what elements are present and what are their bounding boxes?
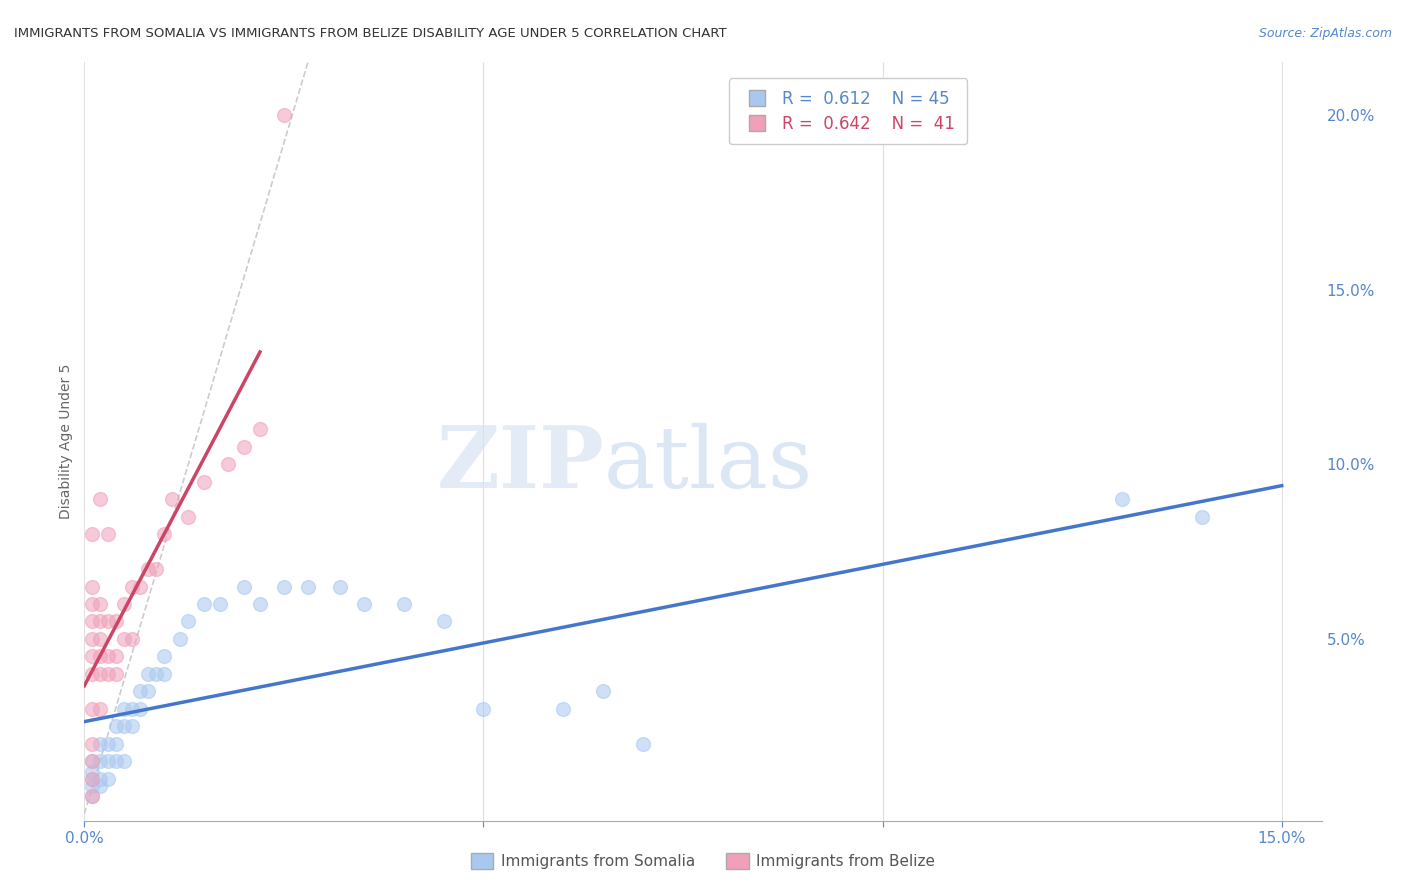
Point [89,649,111,664]
Point [112,719,135,733]
Point [121,580,143,594]
Point [89,632,111,646]
Point [82,737,104,751]
Text: Source: ZipAtlas.com: Source: ZipAtlas.com [1258,27,1392,40]
Point [217,457,239,471]
Point [82,772,104,786]
Point [112,754,135,768]
Point [177,509,200,524]
Point [82,789,104,804]
Point [273,108,295,122]
Point [329,580,352,594]
Text: ZIP: ZIP [436,422,605,507]
Point [97,527,120,541]
Point [82,580,104,594]
Point [97,737,120,751]
Legend: R =  0.612    N = 45, R =  0.642    N =  41: R = 0.612 N = 45, R = 0.642 N = 41 [728,78,967,145]
Point [592,684,614,698]
Point [105,719,128,733]
Point [121,702,143,716]
Point [97,615,120,629]
Point [432,615,454,629]
Point [105,737,128,751]
Point [209,597,232,611]
Point [97,649,120,664]
Point [97,666,120,681]
Point [136,562,159,576]
Point [97,754,120,768]
Point [82,527,104,541]
Point [153,649,176,664]
Legend: Immigrants from Somalia, Immigrants from Belize: Immigrants from Somalia, Immigrants from… [464,847,942,875]
Point [89,754,111,768]
Point [193,475,215,489]
Point [82,789,104,804]
Point [105,649,128,664]
Point [112,632,135,646]
Point [273,580,295,594]
Point [97,772,120,786]
Point [392,597,415,611]
Point [160,492,183,507]
Point [89,666,111,681]
Point [177,615,200,629]
Point [82,772,104,786]
Point [82,754,104,768]
Point [82,615,104,629]
Point [145,562,167,576]
Text: IMMIGRANTS FROM SOMALIA VS IMMIGRANTS FROM BELIZE DISABILITY AGE UNDER 5 CORRELA: IMMIGRANTS FROM SOMALIA VS IMMIGRANTS FR… [14,27,727,40]
Point [82,779,104,793]
Point [82,597,104,611]
Point [112,702,135,716]
Point [136,684,159,698]
Y-axis label: Disability Age Under 5: Disability Age Under 5 [59,364,73,519]
Point [89,737,111,751]
Point [89,772,111,786]
Point [82,754,104,768]
Point [82,649,104,664]
Point [112,597,135,611]
Point [233,440,256,454]
Point [136,666,159,681]
Text: atlas: atlas [605,423,813,506]
Point [121,632,143,646]
Point [249,597,271,611]
Point [1111,492,1133,507]
Point [153,666,176,681]
Point [129,684,152,698]
Point [121,719,143,733]
Point [153,527,176,541]
Point [233,580,256,594]
Point [105,615,128,629]
Point [82,666,104,681]
Point [145,666,167,681]
Point [82,632,104,646]
Point [82,702,104,716]
Point [553,702,575,716]
Point [472,702,495,716]
Point [89,615,111,629]
Point [193,597,215,611]
Point [105,754,128,768]
Point [129,702,152,716]
Point [82,764,104,779]
Point [129,580,152,594]
Point [105,666,128,681]
Point [89,492,111,507]
Point [89,597,111,611]
Point [89,779,111,793]
Point [169,632,191,646]
Point [297,580,319,594]
Point [353,597,375,611]
Point [631,737,654,751]
Point [89,702,111,716]
Point [249,422,271,436]
Point [1191,509,1213,524]
